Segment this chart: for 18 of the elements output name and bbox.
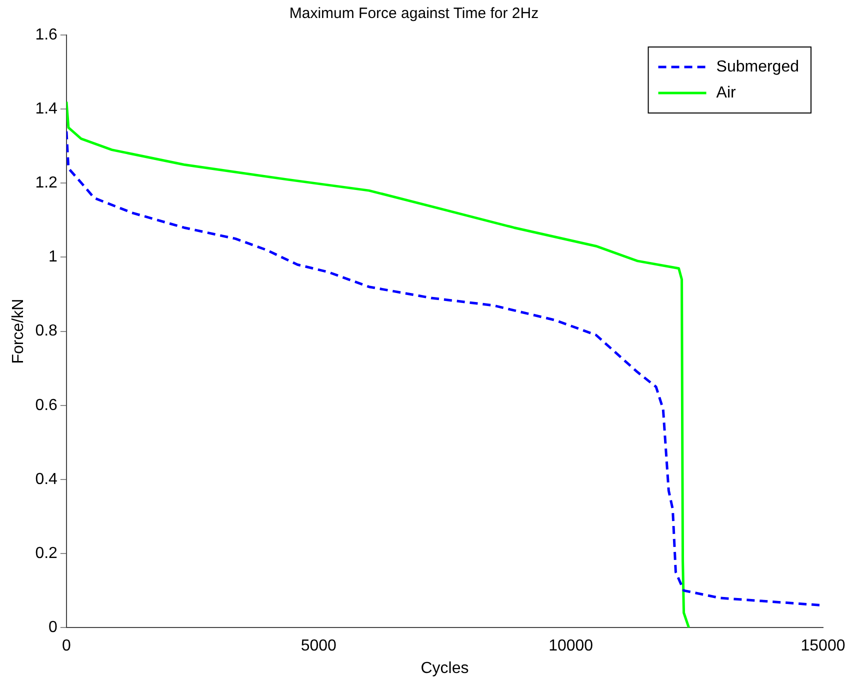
chart-title: Maximum Force against Time for 2Hz: [289, 5, 539, 22]
y-axis-title: Force/kN: [10, 298, 28, 364]
legend-label: Submerged: [716, 58, 799, 76]
y-tick-label: 0.2: [35, 544, 58, 562]
y-tick-label: 1.4: [35, 100, 58, 118]
x-tick-label: 5000: [300, 638, 337, 655]
legend-label: Air: [716, 84, 737, 102]
x-tick-label: 0: [62, 638, 71, 655]
y-tick-label: 1.2: [35, 174, 58, 192]
x-axis-title: Cycles: [420, 660, 469, 677]
y-tick-label: 1: [48, 248, 58, 266]
y-tick-label: 0.4: [35, 470, 58, 488]
y-tick-label: 0.8: [35, 322, 58, 340]
y-tick-label: 0.6: [35, 396, 58, 414]
x-tick-label: 15000: [800, 638, 846, 655]
y-tick-label: 0: [48, 619, 58, 636]
y-tick-label: 1.6: [35, 26, 58, 44]
x-tick-label: 10000: [548, 638, 594, 655]
